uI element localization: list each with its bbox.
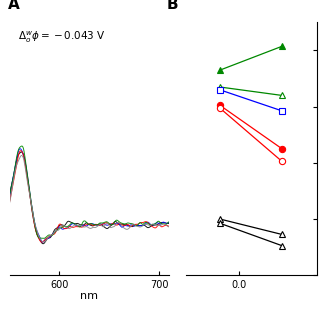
Text: B: B	[167, 0, 179, 12]
Text: A: A	[8, 0, 20, 12]
Text: $\Delta_o^w\phi = -0.043$ V: $\Delta_o^w\phi = -0.043$ V	[18, 30, 105, 45]
X-axis label: nm: nm	[80, 292, 98, 301]
